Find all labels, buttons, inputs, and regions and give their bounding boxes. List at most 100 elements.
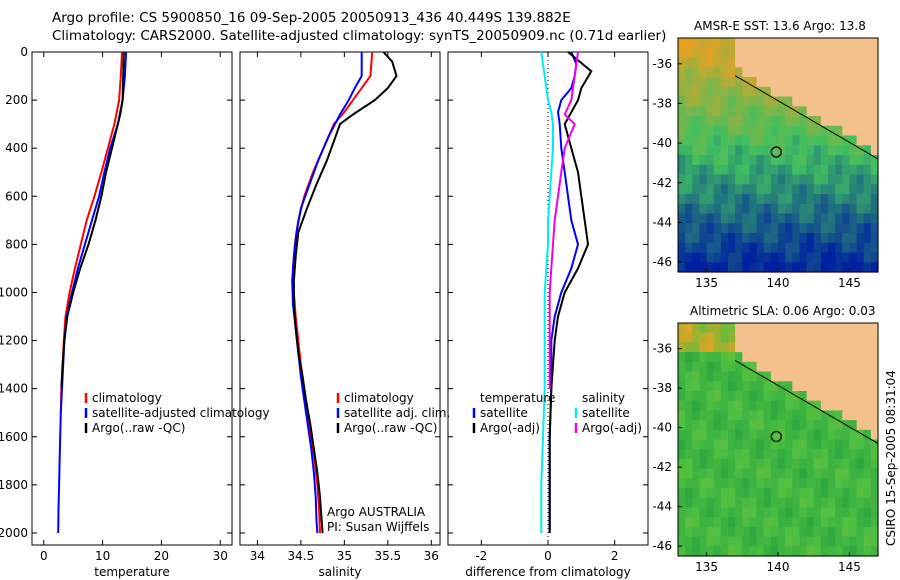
heatmap-cell — [742, 391, 750, 402]
heatmap-cell — [835, 546, 843, 557]
heatmap-cell — [785, 478, 793, 489]
heatmap-cell — [870, 164, 879, 176]
heatmap-cell — [820, 449, 829, 460]
heatmap-cell — [713, 361, 722, 373]
heatmap-cell — [820, 67, 829, 78]
heatmap-cell — [699, 439, 708, 450]
heatmap-cell — [706, 507, 715, 518]
heatmap-cell — [756, 184, 765, 195]
heatmap-cell — [778, 262, 786, 273]
heatmap-cell — [785, 517, 793, 528]
heatmap-cell — [742, 116, 750, 127]
heatmap-cell — [828, 323, 836, 334]
heatmap-cell — [742, 223, 750, 234]
heatmap-cell — [678, 184, 686, 195]
heatmap-cell — [749, 145, 758, 156]
heatmap-cell — [863, 47, 872, 59]
heatmap-cell — [856, 223, 865, 234]
heatmap-cell — [813, 478, 822, 489]
heatmap-cell — [763, 536, 772, 547]
heatmap-cell — [792, 497, 800, 509]
heatmap-cell — [799, 488, 808, 499]
heatmap-cell — [678, 526, 686, 538]
heatmap-cell — [820, 252, 829, 263]
heatmap-cell — [820, 429, 829, 441]
heatmap-cell — [720, 517, 729, 528]
heatmap-cell — [863, 371, 872, 382]
heatmap-cell — [856, 536, 865, 547]
heatmap-cell — [735, 546, 743, 557]
heatmap-cell — [728, 96, 736, 107]
heatmap-cell — [720, 145, 729, 156]
heatmap-cell — [856, 400, 865, 411]
heatmap-cell — [799, 381, 808, 392]
heatmap-cell — [792, 323, 800, 334]
heatmap-cell — [828, 497, 836, 509]
heatmap-cell — [828, 174, 836, 185]
heatmap-cell — [870, 242, 879, 254]
heatmap-cell — [742, 371, 750, 382]
heatmap-cell — [763, 517, 772, 528]
heatmap-cell — [856, 57, 865, 68]
heatmap-cell — [828, 106, 836, 117]
heatmap-cell — [699, 536, 708, 547]
heatmap-cell — [835, 332, 843, 343]
heatmap-cell — [792, 429, 800, 441]
heatmap-cell — [820, 342, 829, 353]
heatmap-cell — [785, 429, 793, 441]
heatmap-cell — [785, 213, 793, 224]
heatmap-cell — [849, 106, 858, 117]
heatmap-cell — [770, 536, 779, 547]
heatmap-cell — [849, 400, 858, 411]
heatmap-cell — [870, 116, 879, 127]
heatmap-cell — [792, 262, 800, 273]
heatmap-cell — [692, 125, 700, 137]
heatmap-cell — [842, 223, 850, 234]
heatmap-cell — [749, 86, 758, 98]
heatmap-cell — [813, 242, 822, 254]
heatmap-cell — [870, 507, 879, 518]
heatmap-cell — [699, 223, 708, 234]
heatmap-cell — [828, 429, 836, 441]
heatmap-cell — [806, 67, 815, 78]
heatmap-cell — [763, 164, 772, 176]
heatmap-cell — [778, 164, 786, 176]
heatmap-cell — [856, 517, 865, 528]
heatmap-cell — [799, 526, 808, 538]
heatmap-cell — [828, 381, 836, 392]
x-tick-label: 35.5 — [374, 549, 401, 563]
heatmap-cell — [820, 223, 829, 234]
heatmap-cell — [735, 145, 743, 156]
heatmap-cell — [692, 38, 700, 49]
heatmap-cell — [849, 174, 858, 185]
heatmap-cell — [785, 449, 793, 460]
heatmap-cell — [685, 420, 693, 431]
heatmap-cell — [856, 526, 865, 538]
heatmap-cell — [806, 342, 815, 353]
heatmap-cell — [735, 67, 743, 78]
heatmap-cell — [849, 478, 858, 489]
heatmap-cell — [799, 468, 808, 479]
heatmap-cell — [706, 164, 715, 176]
heatmap-cell — [870, 213, 879, 224]
heatmap-cell — [849, 488, 858, 499]
heatmap-cell — [870, 439, 879, 450]
heatmap-cell — [856, 323, 865, 334]
heatmap-cell — [742, 449, 750, 460]
heatmap-cell — [770, 478, 779, 489]
heatmap-cell — [820, 488, 829, 499]
heatmap-cell — [799, 420, 808, 431]
heatmap-cell — [792, 174, 800, 185]
heatmap-cell — [778, 57, 786, 68]
heatmap-cell — [792, 213, 800, 224]
heatmap-cell — [835, 507, 843, 518]
heatmap-cell — [856, 439, 865, 450]
heatmap-cell — [699, 164, 708, 176]
heatmap-cell — [713, 420, 722, 431]
heatmap-cell — [806, 125, 815, 137]
heatmap-cell — [706, 155, 715, 166]
heatmap-cell — [685, 262, 693, 273]
heatmap-cell — [713, 410, 722, 421]
heatmap-cell — [685, 391, 693, 402]
heatmap-cell — [685, 38, 693, 49]
